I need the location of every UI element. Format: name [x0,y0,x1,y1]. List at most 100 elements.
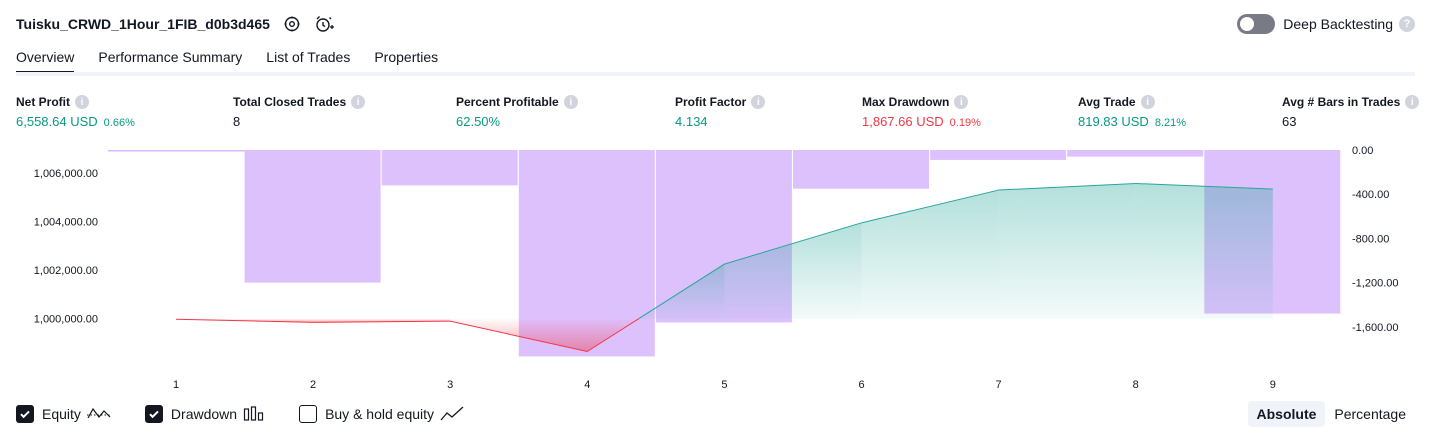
x-axis-tick-label: 1 [173,379,179,391]
metric-value: 8 [233,114,241,129]
equity-line-segment [861,189,999,224]
info-icon[interactable]: i [75,95,89,109]
right-axis-tick-label: -400.00 [1352,189,1389,201]
tab-list-of-trades[interactable]: List of Trades [266,49,351,65]
drawdown-bar [793,150,929,189]
buy-hold-checkbox[interactable] [299,405,318,423]
tab-bar: Overview Performance Summary List of Tra… [16,44,462,74]
legend-buy-hold-equity[interactable]: Buy & hold equity [299,405,464,423]
percentage-button[interactable]: Percentage [1334,406,1406,422]
x-axis: 1 2 3 4 5 6 7 8 9 [173,379,1276,391]
deep-backtesting: Deep Backtesting ? [1237,12,1415,36]
left-axis-tick-label: 1,004,000.00 [34,217,98,229]
metric-value: 6,558.64 USD [16,114,98,129]
tab-performance-summary[interactable]: Performance Summary [98,49,243,65]
absolute-button[interactable]: Absolute [1247,401,1326,427]
legend-label: Buy & hold equity [325,406,435,422]
drawdown-bar [108,150,245,152]
metric-percent: 8.21% [1154,117,1187,129]
info-icon[interactable]: i [351,95,366,109]
metric-value: 1,867.66 USD [862,114,944,129]
metric-label: Net Profit [16,95,70,109]
info-icon[interactable]: i [1140,95,1155,109]
drawdown-bar [381,150,518,186]
equity-area-segment [1135,183,1273,319]
right-axis-tick-label: -1,200.00 [1352,278,1398,290]
drawdown-checkbox[interactable] [144,405,163,423]
metric-value: 819.83 USD [1078,114,1149,129]
equity-line-segment [175,318,314,323]
metric-value: 63 [1282,114,1297,129]
legend-drawdown[interactable]: Drawdown [144,405,265,423]
equity-line-segment [724,222,862,265]
x-axis-tick-label: 5 [721,379,727,391]
metric-percent: 0.66% [103,117,135,129]
metric-label: Percent Profitable [456,95,559,109]
deep-backtesting-label: Deep Backtesting [1283,16,1393,32]
equity-drawdown-chart[interactable]: 1,006,000.00 1,004,000.00 1,002,000.00 1,00… [0,140,1431,396]
x-axis-tick-label: 9 [1270,379,1276,391]
left-axis-tick-label: 1,000,000.00 [34,314,98,326]
metric-percent-profitable: Percent Profitable i 62.50% [456,94,578,129]
metric-label: Profit Factor [675,95,747,109]
line-dotted-icon [86,406,111,422]
right-axis: 0.00 -400.00 -800.00 -1,200.00 -1,600.00 [1352,145,1398,334]
equity-line [175,183,1273,352]
info-icon[interactable]: i [954,95,969,109]
strategy-name: Tuisku_CRWD_1Hour_1FIB_d0b3d465 [16,16,270,32]
equity-area-segment [724,222,862,319]
info-icon[interactable]: i [1405,95,1420,109]
tab-properties[interactable]: Properties [374,49,439,65]
equity-area-segment [450,318,588,352]
metric-value: 4.134 [675,114,708,129]
metric-percent: 0.19% [949,117,981,129]
equity-area-segment [861,190,999,319]
metric-label: Avg # Bars in Trades [1282,95,1401,109]
scale-toggle: Absolute Percentage [1247,401,1416,427]
x-axis-tick-label: 6 [858,379,864,391]
drawdown-bar [244,150,381,283]
right-axis-tick-label: -1,600.00 [1352,322,1398,334]
tab-divider [16,72,1415,76]
left-axis: 1,006,000.00 1,004,000.00 1,002,000.00 1,00… [34,168,98,326]
x-axis-tick-label: 3 [447,379,453,391]
metric-total-closed-trades: Total Closed Trades i 8 [233,94,366,129]
equity-line-segment [1135,183,1273,190]
chart-legend: Equity Drawdown Buy & hold equity [16,403,498,425]
equity-line-segment [587,318,639,352]
tab-overview[interactable]: Overview [16,44,75,74]
right-axis-tick-label: 0.00 [1352,145,1373,157]
deep-backtesting-toggle[interactable] [1237,14,1276,34]
info-icon[interactable]: i [563,95,578,109]
strategy-header: Tuisku_CRWD_1Hour_1FIB_d0b3d465 [16,12,334,36]
metric-avg-bars-in-trades: Avg # Bars in Trades i 63 [1282,94,1420,129]
equity-checkbox[interactable] [16,405,34,423]
help-icon[interactable]: ? [1399,16,1415,32]
x-axis-tick-label: 8 [1133,379,1139,391]
metric-value: 62.50% [456,114,501,129]
x-axis-tick-label: 2 [310,379,316,391]
info-icon[interactable]: i [751,95,766,109]
equity-line-segment [450,320,588,352]
metric-label: Avg Trade [1078,95,1136,109]
metric-label: Max Drawdown [862,95,950,109]
drawdown-bar [930,150,1067,160]
x-axis-tick-label: 7 [996,379,1002,391]
equity-line-segment [998,183,1136,191]
equity-line-segment [313,320,451,323]
right-axis-tick-label: -800.00 [1352,233,1389,245]
trend-line-icon [440,406,464,422]
metric-avg-trade: Avg Trade i 819.83 USD 8.21% [1078,94,1186,129]
alarm-clock-add-icon[interactable] [314,14,334,34]
left-axis-tick-label: 1,002,000.00 [34,265,98,277]
metric-label: Total Closed Trades [233,95,347,109]
equity-area-segment [998,183,1136,319]
bars-icon [243,406,265,422]
metric-max-drawdown: Max Drawdown i 1,867.66 USD 0.19% [862,94,981,129]
gear-icon[interactable] [282,14,302,34]
equity-line-segment [638,263,725,320]
x-axis-tick-label: 4 [584,379,590,391]
left-axis-tick-label: 1,006,000.00 [34,168,98,180]
legend-label: Drawdown [170,406,238,422]
legend-equity[interactable]: Equity [16,405,111,423]
